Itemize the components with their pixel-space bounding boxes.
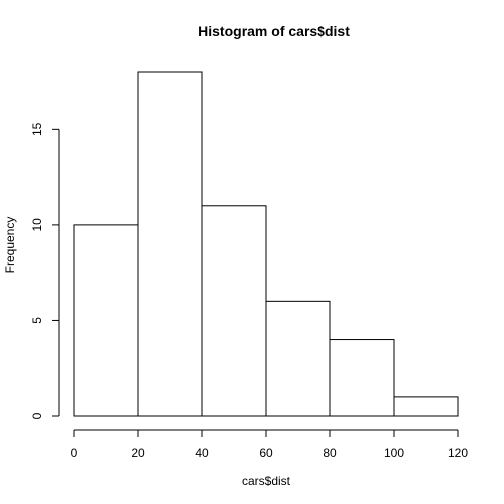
histogram-bar-80-100 (329, 339, 395, 417)
y-tick-label: 5 (30, 317, 44, 324)
histogram-bar-100-120 (393, 396, 459, 417)
x-axis: 0 20 40 60 80 100 120 (71, 429, 468, 460)
histogram-bars (73, 71, 459, 417)
y-tick-label: 10 (30, 218, 44, 232)
histogram-bar-20-40 (137, 71, 203, 417)
y-axis: 0 5 10 15 (30, 122, 60, 419)
chart-title: Histogram of cars$dist (198, 23, 350, 39)
y-axis-label: Frequency (3, 217, 17, 274)
histogram-bar-60-80 (265, 300, 331, 417)
x-tick-label: 80 (323, 446, 337, 460)
x-tick-label: 0 (71, 446, 78, 460)
histogram-bar-40-60 (201, 205, 267, 417)
y-tick-label: 15 (30, 122, 44, 136)
x-tick-label: 100 (384, 446, 404, 460)
x-tick-label: 20 (131, 446, 145, 460)
histogram-bar-0-20 (73, 224, 139, 417)
x-tick-label: 40 (195, 446, 209, 460)
x-axis-label: cars$dist (242, 474, 291, 488)
x-tick-label: 120 (448, 446, 468, 460)
y-tick-label: 0 (30, 412, 44, 419)
x-tick-label: 60 (259, 446, 273, 460)
